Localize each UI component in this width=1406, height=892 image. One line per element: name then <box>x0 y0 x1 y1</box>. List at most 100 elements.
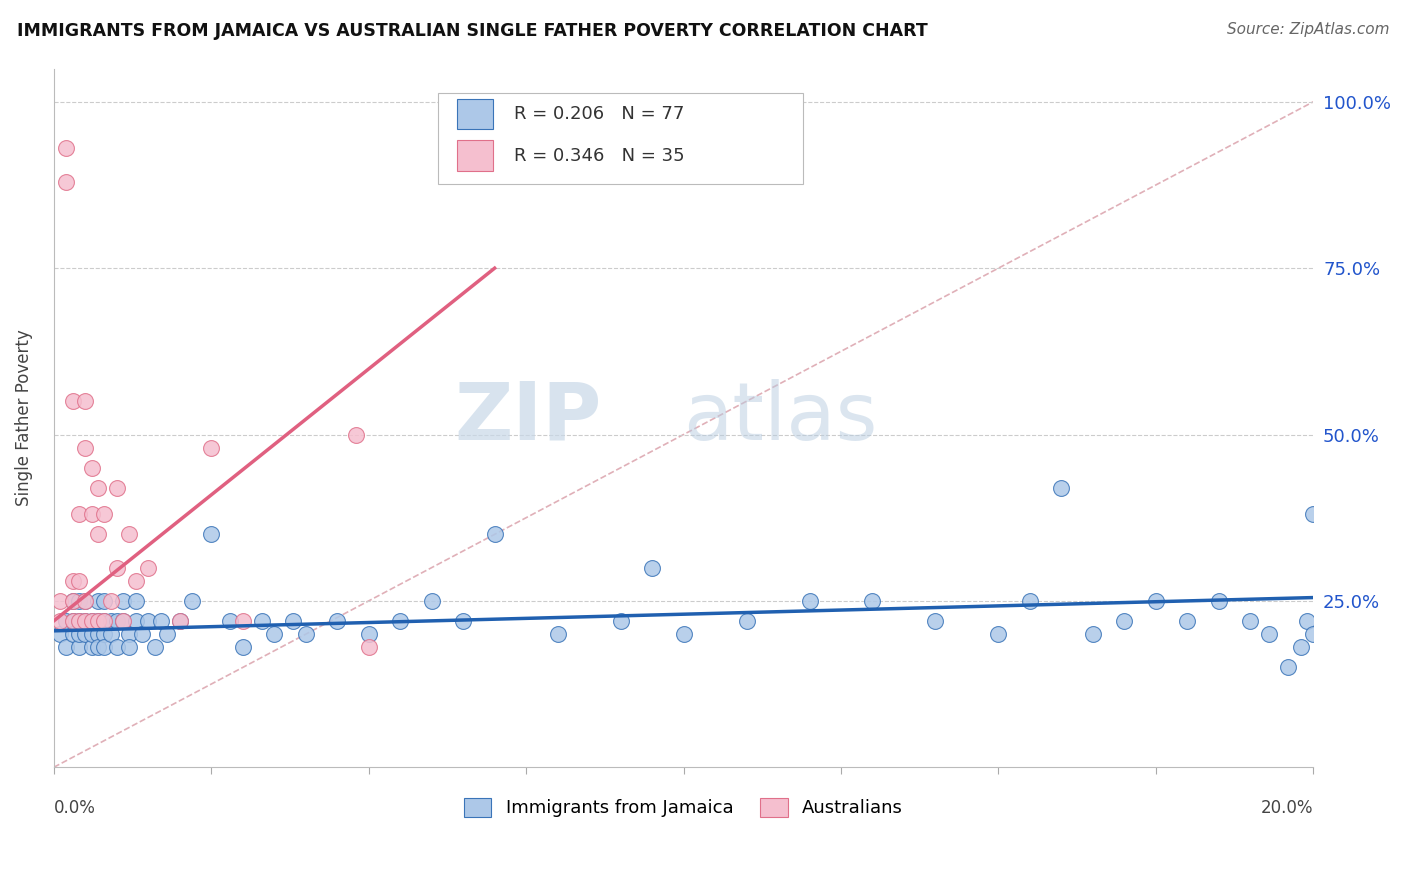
Point <box>62 627 84 641</box>
Point <box>75 627 97 641</box>
Point <box>112 614 135 628</box>
Point <box>281 614 304 628</box>
Point <box>67 594 90 608</box>
Point <box>1175 614 1198 628</box>
Point <box>547 627 569 641</box>
Point <box>67 627 90 641</box>
Point <box>75 441 97 455</box>
Point <box>62 574 84 588</box>
Point <box>75 594 97 608</box>
Point <box>93 508 115 522</box>
Point <box>344 427 367 442</box>
Point <box>93 640 115 655</box>
Point <box>93 614 115 628</box>
Point <box>87 614 110 628</box>
Point <box>987 627 1010 641</box>
Point <box>67 574 90 588</box>
Point <box>1258 627 1281 641</box>
Point <box>93 594 115 608</box>
Point <box>105 614 128 628</box>
Point <box>169 614 191 628</box>
Point <box>232 614 254 628</box>
Point <box>62 594 84 608</box>
Point <box>80 627 103 641</box>
Point <box>118 640 141 655</box>
Text: 0.0%: 0.0% <box>53 798 96 817</box>
Point <box>799 594 821 608</box>
Point <box>105 481 128 495</box>
Point <box>80 640 103 655</box>
Point <box>93 627 115 641</box>
Point <box>1144 594 1167 608</box>
Point <box>1296 614 1319 628</box>
Point <box>641 560 664 574</box>
FancyBboxPatch shape <box>457 141 494 171</box>
Point <box>67 614 90 628</box>
Point <box>1302 508 1324 522</box>
Point <box>80 614 103 628</box>
Point <box>75 594 97 608</box>
Point <box>1081 627 1104 641</box>
Point <box>62 594 84 608</box>
Legend: Immigrants from Jamaica, Australians: Immigrants from Jamaica, Australians <box>457 791 910 824</box>
Point <box>100 627 122 641</box>
Point <box>118 627 141 641</box>
Text: ZIP: ZIP <box>454 379 602 457</box>
Point <box>62 394 84 409</box>
Point <box>143 640 166 655</box>
Point <box>451 614 474 628</box>
Point <box>75 394 97 409</box>
Point <box>87 627 110 641</box>
Point <box>112 594 135 608</box>
Point <box>87 640 110 655</box>
Point <box>609 614 631 628</box>
Point <box>87 527 110 541</box>
Point <box>62 614 84 628</box>
Point <box>232 640 254 655</box>
Point <box>67 614 90 628</box>
Point <box>219 614 242 628</box>
Point <box>125 594 148 608</box>
Point <box>125 574 148 588</box>
Point <box>100 614 122 628</box>
Text: 20.0%: 20.0% <box>1261 798 1313 817</box>
Point <box>100 594 122 608</box>
Point <box>55 640 77 655</box>
Point <box>1019 594 1042 608</box>
Point <box>131 627 153 641</box>
Text: R = 0.206   N = 77: R = 0.206 N = 77 <box>513 105 683 123</box>
Point <box>389 614 412 628</box>
Point <box>357 640 380 655</box>
Point <box>357 627 380 641</box>
Point <box>93 614 115 628</box>
Point <box>1239 614 1261 628</box>
Point <box>125 614 148 628</box>
Point <box>136 560 159 574</box>
Text: IMMIGRANTS FROM JAMAICA VS AUSTRALIAN SINGLE FATHER POVERTY CORRELATION CHART: IMMIGRANTS FROM JAMAICA VS AUSTRALIAN SI… <box>17 22 928 40</box>
Point <box>1208 594 1230 608</box>
Point <box>80 508 103 522</box>
FancyBboxPatch shape <box>437 93 803 184</box>
Point <box>87 481 110 495</box>
Point <box>75 614 97 628</box>
Point <box>1302 627 1324 641</box>
Point <box>200 527 222 541</box>
Point <box>118 527 141 541</box>
Point <box>80 460 103 475</box>
Text: Source: ZipAtlas.com: Source: ZipAtlas.com <box>1226 22 1389 37</box>
Text: R = 0.346   N = 35: R = 0.346 N = 35 <box>513 147 685 165</box>
Point <box>55 175 77 189</box>
Point <box>49 594 72 608</box>
Point <box>672 627 695 641</box>
Point <box>862 594 884 608</box>
Point <box>924 614 946 628</box>
Point <box>112 614 135 628</box>
Point <box>1277 660 1299 674</box>
Point <box>1289 640 1312 655</box>
Point <box>149 614 172 628</box>
Point <box>105 640 128 655</box>
Point <box>87 614 110 628</box>
FancyBboxPatch shape <box>457 98 494 129</box>
Point <box>80 614 103 628</box>
Point <box>420 594 443 608</box>
